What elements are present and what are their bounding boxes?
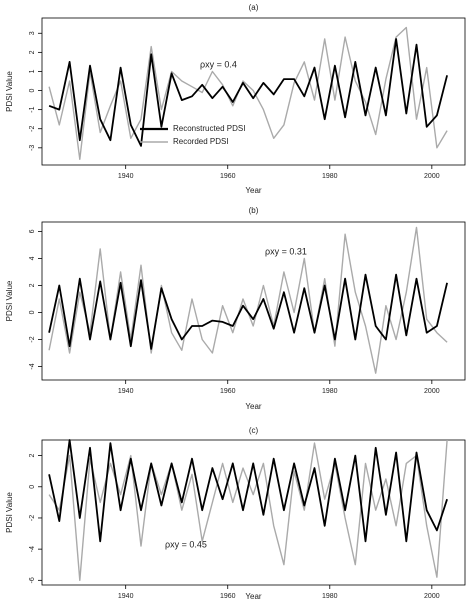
y-axis-label: PDSI Value <box>5 280 14 321</box>
y-tick-label: -4 <box>29 363 36 369</box>
x-axis-label: Year <box>245 186 262 195</box>
x-axis-label: Year <box>245 402 262 411</box>
y-tick-label: -2 <box>29 126 36 132</box>
panel-title: (b) <box>249 206 259 215</box>
x-tick-label: 1980 <box>322 173 338 180</box>
y-tick-label: 0 <box>29 485 36 489</box>
y-tick-label: 4 <box>29 256 36 260</box>
panel-title: (c) <box>249 426 259 435</box>
data-line <box>48 38 448 147</box>
legend-label: Recorded PDSI <box>173 137 229 146</box>
panel-title: (a) <box>249 3 259 12</box>
data-line <box>48 226 448 374</box>
y-tick-label: 2 <box>29 454 36 458</box>
x-tick-label: 1940 <box>118 388 134 395</box>
x-tick-label: 2000 <box>424 173 440 180</box>
y-tick-label: 0 <box>29 310 36 314</box>
y-axis-label: PDSI Value <box>5 492 14 533</box>
data-line <box>48 26 448 160</box>
annotation: ρxy = 0.4 <box>200 59 237 69</box>
x-axis-label: Year <box>245 592 262 601</box>
y-tick-label: -1 <box>29 106 36 112</box>
y-tick-label: -3 <box>29 145 36 151</box>
y-tick-label: -2 <box>29 336 36 342</box>
x-tick-label: 1940 <box>118 593 134 600</box>
data-line <box>48 439 448 543</box>
x-tick-label: 1940 <box>118 173 134 180</box>
plot-frame <box>41 221 466 381</box>
y-tick-label: 2 <box>29 283 36 287</box>
plot-frame <box>41 17 466 166</box>
y-tick-label: 0 <box>29 88 36 92</box>
y-tick-label: 1 <box>29 69 36 73</box>
x-tick-label: 2000 <box>424 593 440 600</box>
plot-frame <box>41 439 466 586</box>
annotation: ρxy = 0.45 <box>165 539 207 549</box>
y-tick-label: -4 <box>29 546 36 552</box>
y-tick-label: -2 <box>29 515 36 521</box>
y-tick-label: 2 <box>29 50 36 54</box>
data-line <box>48 273 448 350</box>
x-tick-label: 2000 <box>424 388 440 395</box>
y-axis-label: PDSI Value <box>5 71 14 112</box>
x-tick-label: 1980 <box>322 593 338 600</box>
x-tick-label: 1960 <box>220 173 236 180</box>
y-tick-label: 6 <box>29 229 36 233</box>
x-tick-label: 1960 <box>220 593 236 600</box>
x-tick-label: 1980 <box>322 388 338 395</box>
annotation: ρxy = 0.31 <box>265 246 307 256</box>
x-tick-label: 1960 <box>220 388 236 395</box>
legend-label: Reconstructed PDSI <box>173 124 245 133</box>
y-tick-label: -6 <box>29 577 36 583</box>
y-tick-label: 3 <box>29 31 36 35</box>
